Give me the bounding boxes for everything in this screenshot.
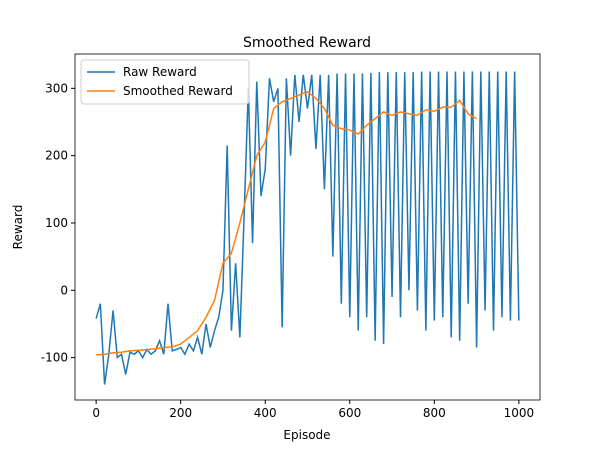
y-axis-label: Reward [11,205,25,250]
y-tick-label: 300 [45,81,68,95]
x-tick-label: 1000 [504,406,535,420]
legend-box [80,59,250,105]
x-axis-label: Episode [283,428,330,442]
x-tick-label: 0 [92,406,100,420]
legend-label: Smoothed Reward [123,84,233,98]
chart-title: Smoothed Reward [243,35,371,51]
y-tick-label: 200 [45,149,68,163]
y-tick-label: 100 [45,216,68,230]
series-line [96,90,477,356]
legend-label: Raw Reward [123,65,197,79]
x-tick-label: 600 [338,406,361,420]
x-tick-label: 400 [254,406,277,420]
x-tick-label: 200 [169,406,192,420]
x-tick-label: 800 [423,406,446,420]
plot-frame [74,53,541,401]
y-tick-label: 0 [60,283,68,297]
series-line [95,71,520,385]
y-tick-label: -100 [41,351,68,365]
